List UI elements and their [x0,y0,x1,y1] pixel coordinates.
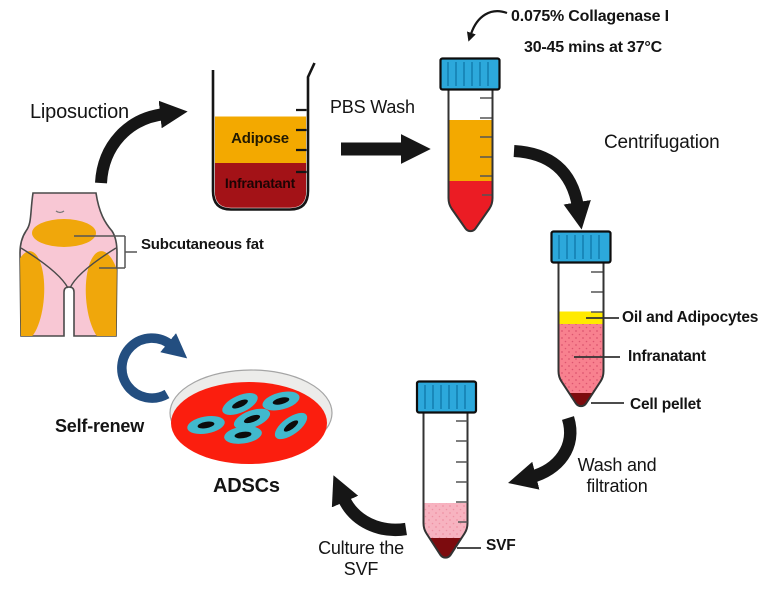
navel-mark [55,210,65,214]
tube3-graduation-ticks [456,420,468,523]
wash-filtration-arrow [508,416,577,490]
centrifugation-arrow [513,145,591,230]
tube3-outline [422,412,469,559]
tube3-cap-ridges [424,385,466,409]
wash-filtration-line1: Wash and [577,455,657,475]
culture-svf-line1: Culture the [318,538,404,558]
beaker-adipose-label: Adipose [231,130,289,147]
svf-label: SVF [486,537,516,554]
digestion-tube [439,57,501,233]
self-renew-label: Self-renew [55,416,145,436]
pbs-wash-label: PBS Wash [330,97,415,117]
adsc-cells [187,391,308,444]
left-thigh-fat [20,251,45,336]
adsc-cell [233,408,271,430]
subcutaneous-fat-bracket [74,235,137,269]
tube1-red-layer [448,181,493,232]
collagenase-annotation-arrow [466,10,508,42]
tube3-cap [415,380,478,414]
tube1-outline [447,89,494,233]
wash-filtration-line2: filtration [586,476,648,497]
adscs-label: ADSCs [213,475,280,497]
tube1-adipose-layer [448,120,493,181]
adsc-cell [187,416,225,434]
tube2-cap-ridges [558,235,600,259]
adsc-cell [224,426,262,444]
tube2-outline [557,262,605,408]
tube-infranatant-label: Infranatant [628,348,706,365]
tube2-oil-layer [558,311,604,324]
beaker [211,62,316,211]
culture-svf-arrow [331,475,407,536]
adsc-cell [222,393,258,415]
tube1-cap-ridges [447,62,489,86]
tube2-cap [550,230,612,264]
right-thigh-fat [85,251,117,336]
cell-pellet-label: Cell pellet [630,396,702,413]
tube1-cap [439,57,501,91]
centrifugation-label: Centrifugation [604,132,720,153]
body-figure [19,192,137,337]
underwear-line [20,247,117,289]
tube2-graduation-ticks [591,271,603,313]
wash-filtration-label: Wash and filtration [567,455,667,497]
beaker-outline [211,62,316,211]
liposuction-label: Liposuction [30,101,129,123]
subcutaneous-fat-deposits [20,219,117,336]
culture-svf-label: Culture the SVF [311,538,411,580]
liposuction-arrow [95,100,188,184]
beaker-infranatant-layer [214,163,307,208]
oil-adipocytes-label: Oil and Adipocytes [622,309,759,326]
tube1-graduation-ticks [480,97,492,196]
incubation-label: 30-45 mins at 37°C [524,39,662,56]
culture-dish [169,369,333,464]
self-renew-arrow [117,333,188,403]
centrifuged-tube [550,230,624,408]
subcutaneous-fat-label: Subcutaneous fat [141,236,264,253]
belly-fat [32,219,96,247]
culture-svf-line2: SVF [343,559,379,580]
adsc-cell [262,391,300,411]
beaker-adipose-layer [214,116,307,163]
beaker-graduation-ticks [296,108,307,174]
adsc-cell [274,412,308,440]
svf-tube [415,380,481,559]
beaker-infranatant-label: Infranatant [224,175,296,191]
collagenase-label: 0.075% Collagenase I [511,8,669,25]
